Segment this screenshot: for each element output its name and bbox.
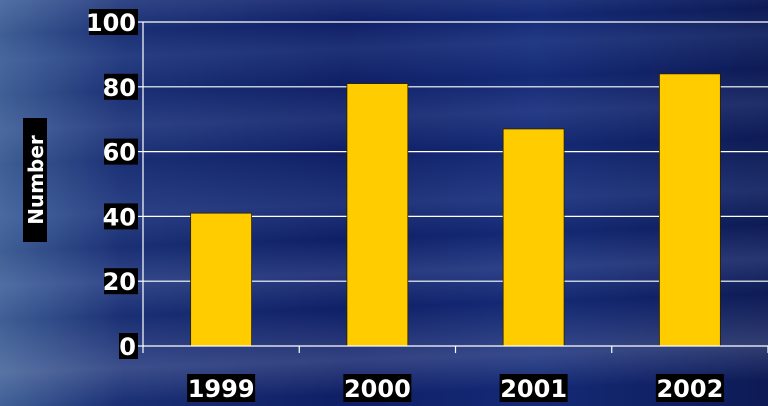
y-tick-label: 20 — [103, 268, 136, 296]
bar-1999 — [190, 212, 252, 347]
bars — [190, 73, 721, 347]
y-tick-label: 60 — [103, 139, 136, 167]
x-tick-label: 2000 — [344, 375, 411, 403]
bar-2002 — [659, 73, 721, 347]
y-tick-label-bg — [89, 9, 138, 35]
x-tick-label-bg — [499, 374, 568, 402]
y-tick-label-bg — [104, 138, 138, 165]
x-tick-label: 1999 — [188, 375, 255, 403]
y-tick-label-bg — [104, 268, 138, 295]
x-tick-label: 2001 — [500, 375, 567, 403]
x-tick-label-bg — [655, 374, 724, 402]
tick-labels: 0 20 40 60 80 100 1999 2000 2001 2002 — [86, 9, 724, 403]
x-tick-label-bg — [343, 374, 412, 402]
y-axis-title-text: Number — [24, 135, 48, 225]
y-axis-title: Number — [23, 118, 48, 242]
y-axis-title-bg — [23, 118, 47, 242]
y-tick-label-bg — [119, 333, 138, 359]
y-tick-label-bg — [104, 73, 138, 100]
bar-2000 — [346, 83, 409, 347]
y-tick-label: 100 — [86, 9, 136, 37]
y-tick-label: 0 — [119, 333, 136, 361]
y-tick-label: 40 — [103, 203, 136, 231]
bar-2001 — [502, 128, 565, 347]
x-tick-label-bg — [187, 374, 256, 402]
y-tick-label: 80 — [103, 74, 136, 102]
x-tick-label: 2002 — [656, 375, 723, 403]
y-tick-label-bg — [104, 203, 138, 230]
